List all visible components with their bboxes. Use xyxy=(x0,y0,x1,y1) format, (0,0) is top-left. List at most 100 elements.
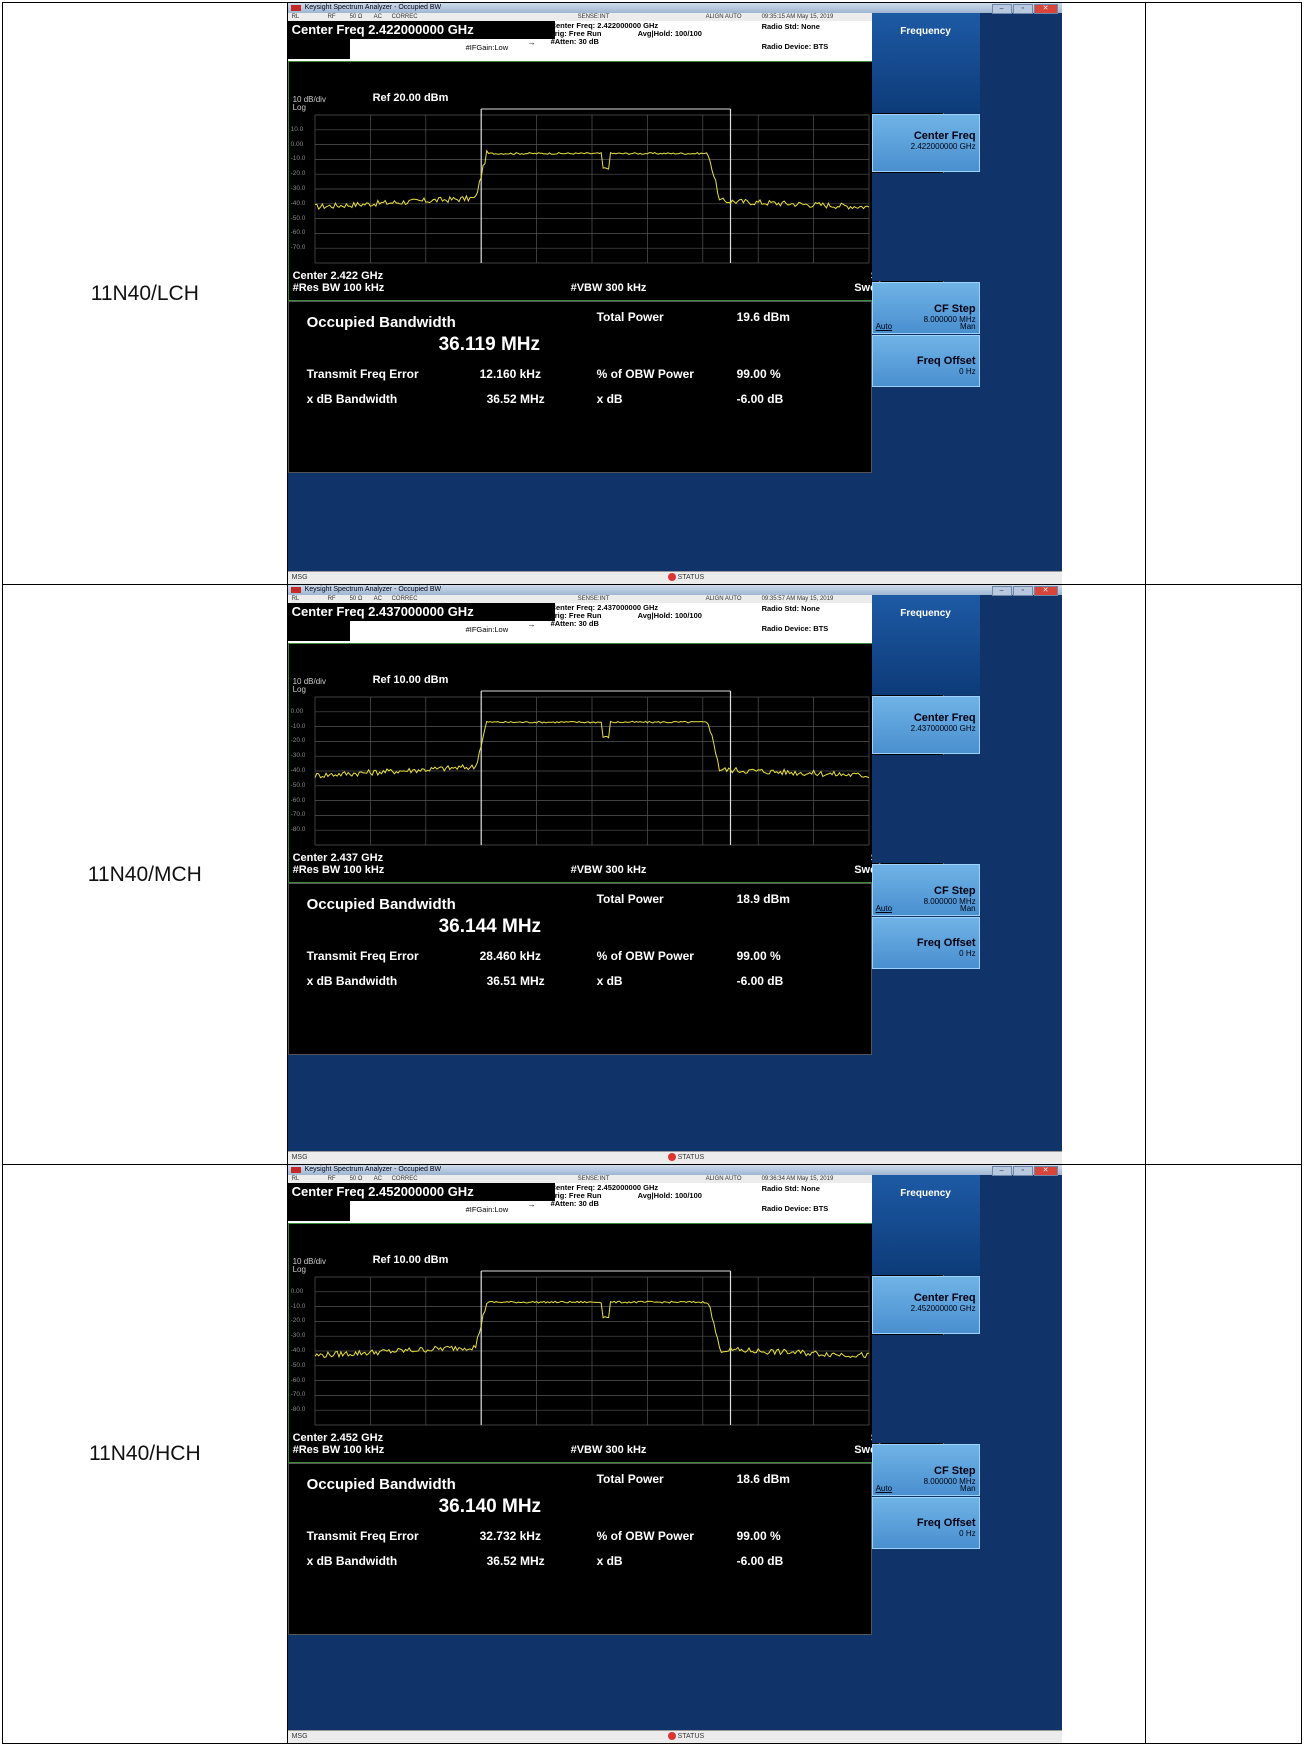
coupling-indicator: AC xyxy=(373,596,382,602)
app-icon xyxy=(290,1167,301,1173)
center-freq-banner[interactable]: Center Freq 2.452000000 GHz xyxy=(287,1183,555,1201)
minimize-button[interactable]: – xyxy=(991,586,1012,596)
softkey-value: 0 Hz xyxy=(959,949,976,958)
center-freq-banner[interactable]: Center Freq 2.437000000 GHz xyxy=(287,603,555,621)
status-button[interactable]: STATUS xyxy=(667,1152,704,1164)
freq-error-value: 12.160 kHz xyxy=(479,367,541,381)
sense-indicator: SENSE:INT xyxy=(577,596,610,602)
man-option[interactable]: Man xyxy=(960,322,976,331)
cf-step-softkey[interactable]: CF Step 8.000000 MHz Auto Man xyxy=(871,282,980,334)
spectrum-graph[interactable]: 10 dB/div Ref 10.00 dBm Log 0.00 -10.0 -20… xyxy=(287,643,944,883)
empty-cell xyxy=(1144,584,1303,1165)
center-freq-info: Center Freq: 2.422000000 GHz xyxy=(550,21,659,30)
spectrum-plot xyxy=(314,1270,869,1426)
y-tick-label: -50.0 xyxy=(290,1361,306,1369)
align-indicator: ALIGN AUTO xyxy=(705,14,742,20)
softkey-value: 0 Hz xyxy=(959,367,976,376)
settings-panel: Center Freq 2.452000000 GHz → Center Fre… xyxy=(287,1183,944,1223)
settings-panel: Center Freq 2.422000000 GHz → Center Fre… xyxy=(287,21,944,61)
results-panel: Occupied Bandwidth 36.144 MHz Total Powe… xyxy=(287,883,872,1055)
softkey-blank xyxy=(871,970,980,1060)
maximize-button[interactable]: ▫ xyxy=(1012,4,1033,14)
xdb-bandwidth-label: x dB Bandwidth xyxy=(306,974,398,988)
close-button[interactable]: ✕ xyxy=(1033,1166,1058,1176)
spectrum-graph[interactable]: 10 dB/div Ref 20.00 dBm Log 10.0 0.00 -10.… xyxy=(287,61,944,301)
y-tick-label: 0.00 xyxy=(290,707,304,715)
y-tick-label: -20.0 xyxy=(290,737,306,745)
y-tick-label: -80.0 xyxy=(290,826,306,834)
attenuation-info: #Atten: 30 dB xyxy=(550,619,599,628)
sense-indicator: SENSE:INT xyxy=(577,14,610,20)
xdb-label: x dB xyxy=(596,974,623,988)
y-tick-label: -20.0 xyxy=(290,170,306,178)
align-indicator: ALIGN AUTO xyxy=(705,1176,742,1182)
center-freq-banner[interactable]: Center Freq 2.422000000 GHz xyxy=(287,21,555,39)
radio-device-info: Radio Device: BTS xyxy=(761,624,829,633)
trigger-arrow-icon: → xyxy=(527,38,536,47)
y-tick-label: -60.0 xyxy=(290,796,306,804)
close-button[interactable]: ✕ xyxy=(1033,4,1058,14)
man-option[interactable]: Man xyxy=(960,904,976,913)
spectrum-trace xyxy=(314,149,869,211)
center-freq-softkey[interactable]: Center Freq 2.452000000 GHz xyxy=(871,1276,980,1334)
softkey-blank xyxy=(871,1550,980,1640)
y-tick-label: -20.0 xyxy=(290,1317,306,1325)
trigger-arrow-icon: → xyxy=(527,620,536,629)
scale-label: 10 dB/div xyxy=(292,677,326,686)
auto-option[interactable]: Auto xyxy=(875,904,893,913)
center-freq-softkey[interactable]: Center Freq 2.422000000 GHz xyxy=(871,114,980,172)
res-bw-label: #Res BW 100 kHz xyxy=(292,282,385,294)
softkey-blank xyxy=(871,1335,980,1443)
auto-option[interactable]: Auto xyxy=(875,1484,893,1493)
freq-offset-softkey[interactable]: Freq Offset 0 Hz xyxy=(871,335,980,387)
log-label: Log xyxy=(292,1265,306,1274)
man-option[interactable]: Man xyxy=(960,1484,976,1493)
status-button[interactable]: STATUS xyxy=(667,1731,705,1743)
correction-indicator: CORREC xyxy=(391,14,418,20)
y-tick-label: -50.0 xyxy=(290,214,306,222)
obw-value: 36.144 MHz xyxy=(438,916,542,937)
maximize-button[interactable]: ▫ xyxy=(1012,1166,1033,1176)
vbw-label: #VBW 300 kHz xyxy=(570,1444,647,1456)
obw-power-label: % of OBW Power xyxy=(596,367,694,381)
total-power-label: Total Power xyxy=(596,892,664,906)
center-freq-softkey[interactable]: Center Freq 2.437000000 GHz xyxy=(871,696,980,754)
res-bw-label: #Res BW 100 kHz xyxy=(292,864,385,876)
status-label: STATUS xyxy=(677,1733,705,1740)
center-freq-info: Center Freq: 2.437000000 GHz xyxy=(550,603,659,612)
status-button[interactable]: STATUS xyxy=(667,572,704,584)
close-button[interactable]: ✕ xyxy=(1033,586,1058,596)
xdb-bandwidth-label: x dB Bandwidth xyxy=(306,1554,398,1568)
log-label: Log xyxy=(292,685,306,694)
freq-offset-softkey[interactable]: Freq Offset 0 Hz xyxy=(871,917,980,969)
rl-indicator: RL xyxy=(291,1176,300,1182)
xdb-bandwidth-value: 36.51 MHz xyxy=(486,974,545,988)
softkey-label: Freq Offset xyxy=(916,937,976,949)
ifgain-info: #IFGain:Low xyxy=(465,43,509,52)
auto-option[interactable]: Auto xyxy=(875,322,893,331)
results-panel: Occupied Bandwidth 36.119 MHz Total Powe… xyxy=(287,301,872,473)
maximize-button[interactable]: ▫ xyxy=(1012,586,1033,596)
softkey-value: 0 Hz xyxy=(959,1529,976,1538)
screenshot-cell: Keysight Spectrum Analyzer - Occupied BW… xyxy=(286,584,1146,1165)
minimize-button[interactable]: – xyxy=(991,4,1012,14)
freq-offset-softkey[interactable]: Freq Offset 0 Hz xyxy=(871,1497,980,1549)
cf-step-softkey[interactable]: CF Step 8.000000 MHz Auto Man xyxy=(871,864,980,916)
app-icon xyxy=(290,5,301,11)
freq-error-value: 32.732 kHz xyxy=(479,1529,541,1543)
cf-step-softkey[interactable]: CF Step 8.000000 MHz Auto Man xyxy=(871,1444,980,1496)
freq-error-label: Transmit Freq Error xyxy=(306,1529,419,1543)
attenuation-info: #Atten: 30 dB xyxy=(550,37,599,46)
radio-std-info: Radio Std: None xyxy=(761,22,820,31)
minimize-button[interactable]: – xyxy=(991,1166,1012,1176)
total-power-value: 18.6 dBm xyxy=(736,1472,790,1486)
sense-indicator: SENSE:INT xyxy=(577,1176,610,1182)
y-tick-label: -50.0 xyxy=(290,781,306,789)
radio-device-info: Radio Device: BTS xyxy=(761,42,829,51)
xdb-bandwidth-label: x dB Bandwidth xyxy=(306,392,398,406)
softkey-label: Center Freq xyxy=(913,130,976,142)
empty-cell xyxy=(1144,1164,1303,1744)
spectrum-graph[interactable]: 10 dB/div Ref 10.00 dBm Log 0.00 -10.0 -20… xyxy=(287,1223,944,1463)
spectrum-plot xyxy=(314,108,869,264)
